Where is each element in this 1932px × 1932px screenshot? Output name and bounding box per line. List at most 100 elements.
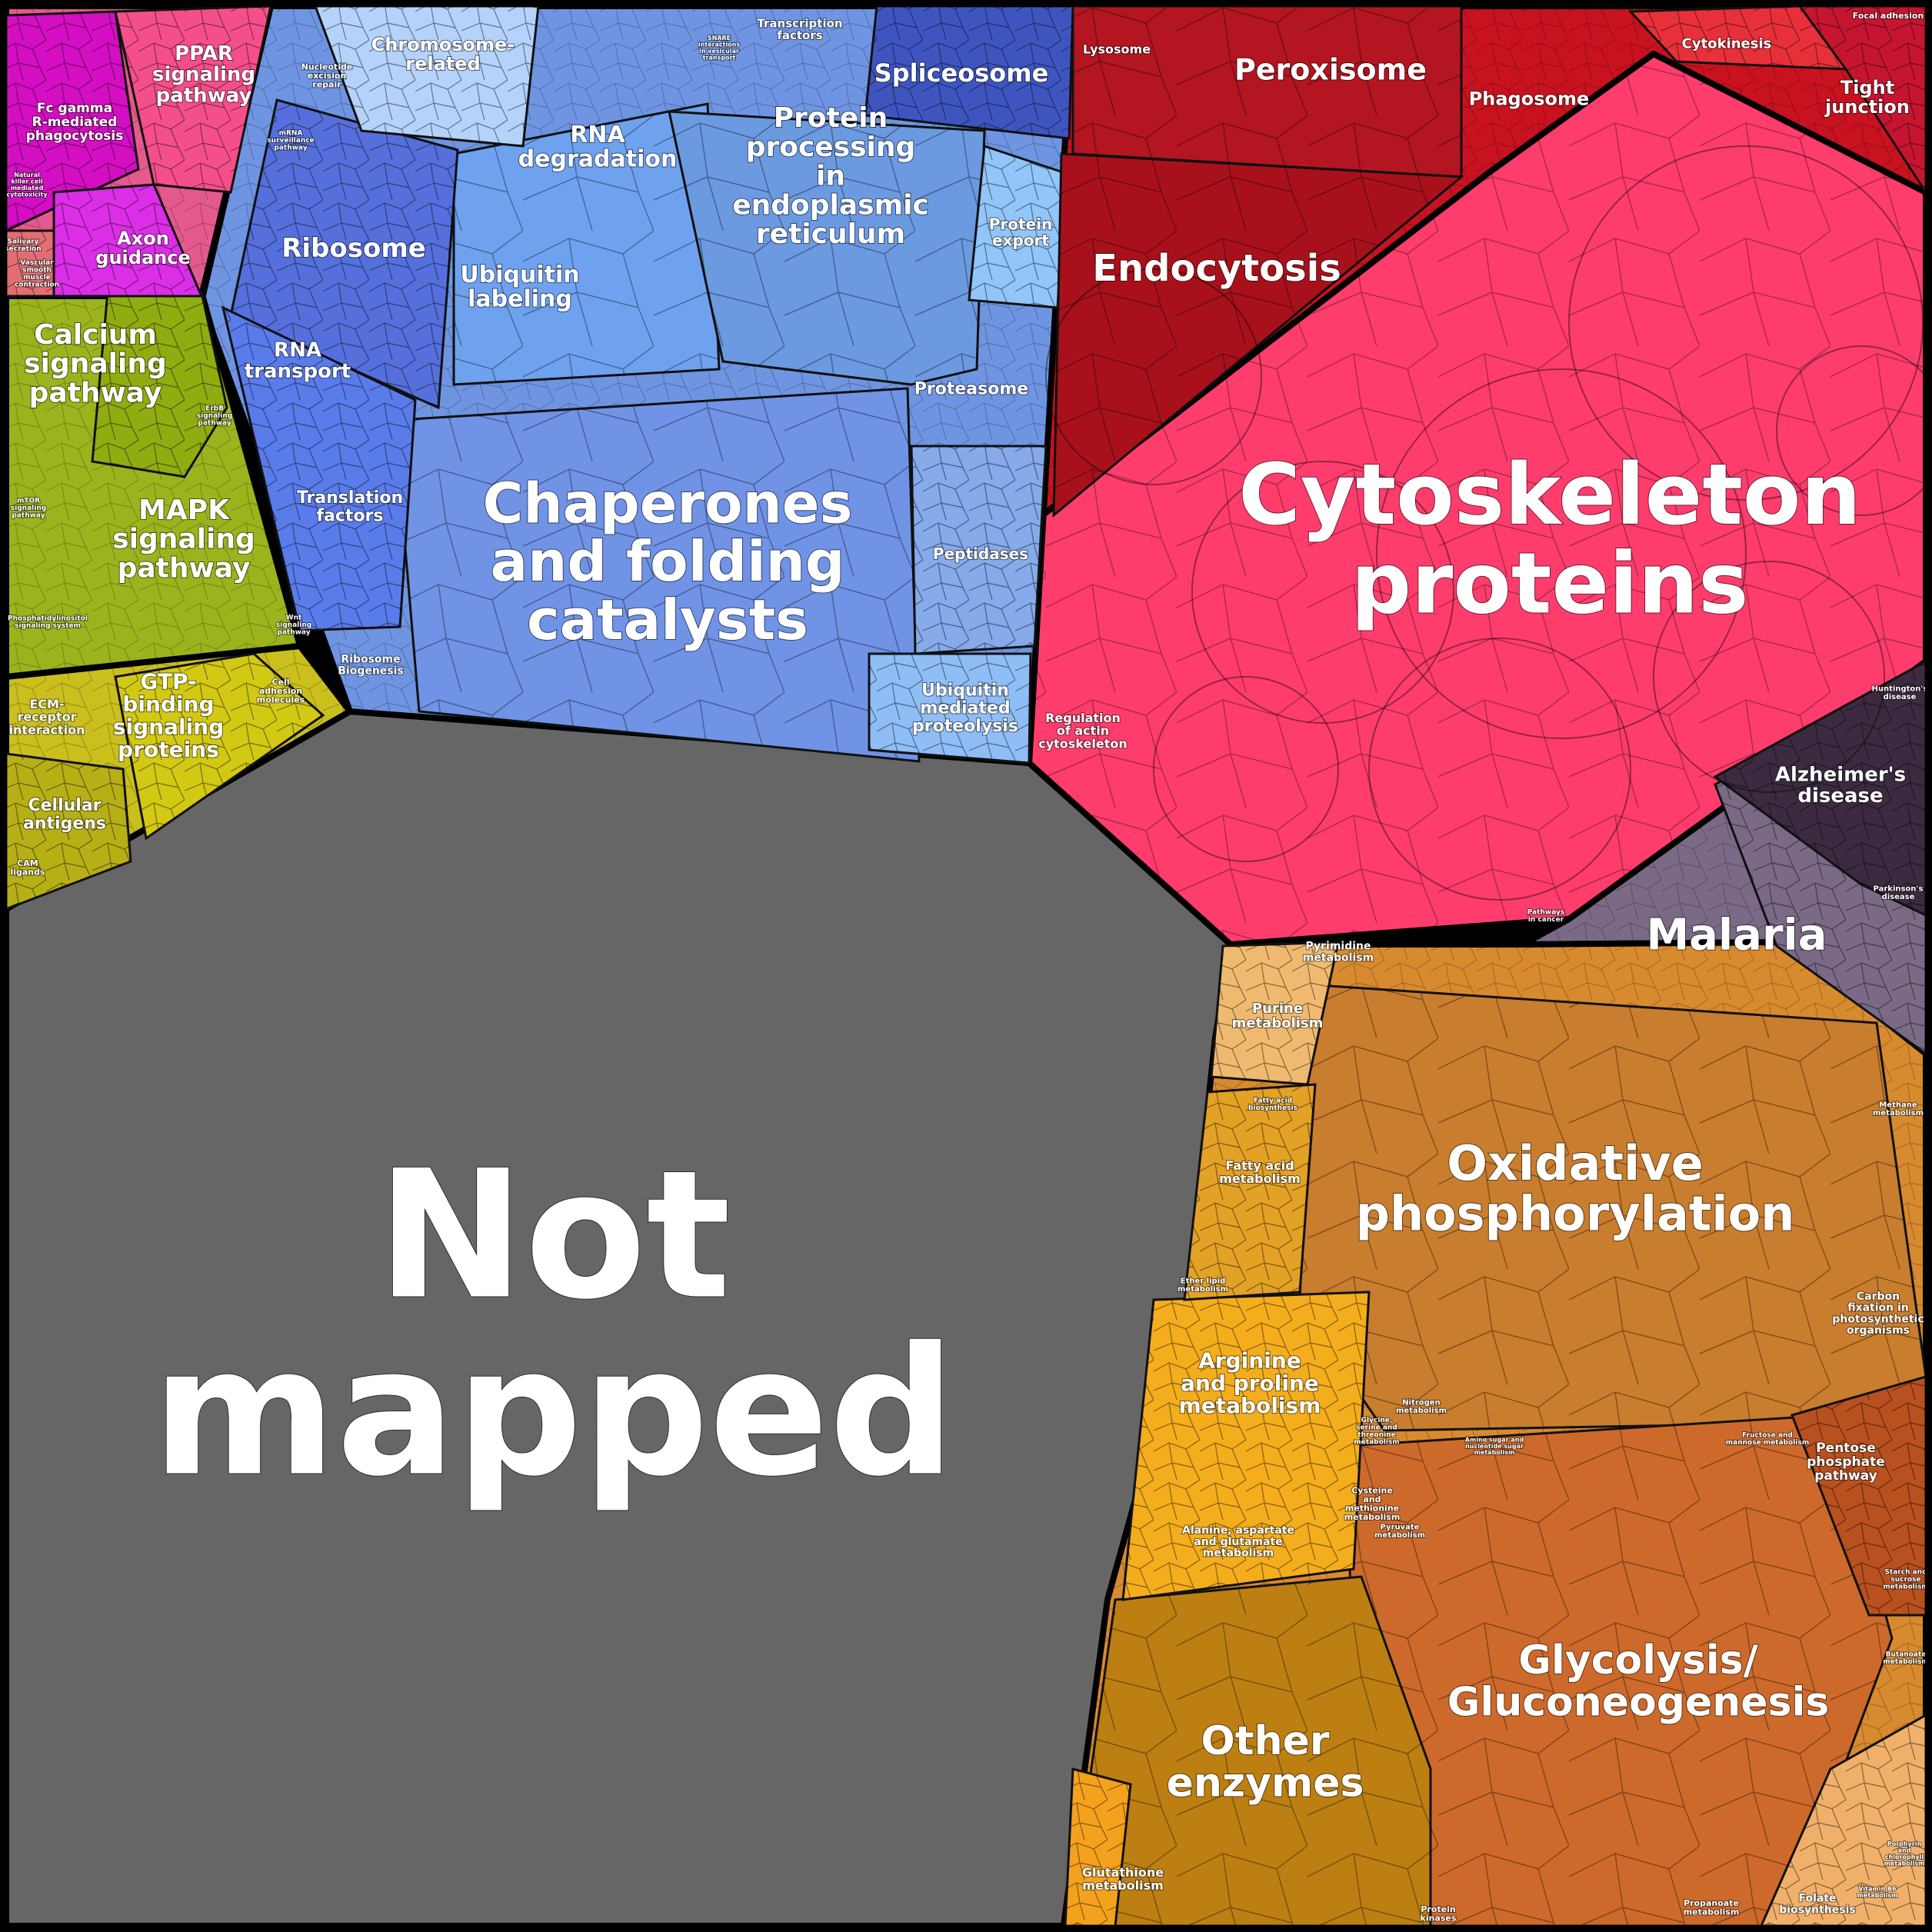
- label-alanine-aspartate: Alanine, aspartate and glutamate metabolis…: [1182, 1524, 1294, 1559]
- label-endocytosis: Endocytosis: [1092, 247, 1341, 290]
- cytoskeleton-cell-6: [1153, 676, 1339, 862]
- label-mapk-signaling: MAPK signaling pathway: [112, 495, 255, 585]
- label-wnt-signaling: Wnt signaling pathway: [276, 615, 311, 637]
- label-lysosome: Lysosome: [1083, 42, 1151, 57]
- label-gtp-binding: GTP-binding signaling proteins: [113, 669, 224, 762]
- label-rna-transport: RNA transport: [245, 338, 351, 382]
- label-butanoate: Butanoate metabolism: [1883, 1651, 1928, 1665]
- sub-region-cells-27: [6, 754, 131, 909]
- label-other-enzymes: Other enzymes: [1167, 1718, 1364, 1807]
- label-chaperones: Chaperones and folding catalysts: [483, 471, 853, 652]
- label-cam-ligands: CAM ligands: [10, 858, 45, 878]
- label-cysteine-methionine: Cysteine and methionine metabolism: [1344, 1486, 1401, 1523]
- sub-region-cells-8: [911, 446, 1046, 654]
- label-not-mapped: Not mapped: [152, 1134, 956, 1516]
- sub-region-cells-13: [1631, 6, 1846, 69]
- label-arginine-proline: Arginine and proline metabolism: [1179, 1347, 1321, 1418]
- label-ether-lipid: Ether lipid metabolism: [1178, 1277, 1228, 1294]
- cytoskeleton-cell-0: [1376, 368, 1747, 739]
- label-snare: SNARE interactions in vesicular transport: [698, 35, 741, 61]
- label-malaria: Malaria: [1646, 911, 1827, 961]
- sub-region-cells-24: [1065, 1769, 1131, 1926]
- label-glycolysis: Glycolysis/Gluconeogenesis: [1447, 1637, 1830, 1726]
- label-protein-processing-er: Protein processing in endoplasmic reticulum: [732, 102, 929, 250]
- label-alzheimers: Alzheimer's disease: [1775, 763, 1906, 807]
- label-propanoate: Propanoate metabolism: [1684, 1898, 1740, 1917]
- sub-region-cells-3: [231, 100, 458, 408]
- label-glycine-serine: Glycine, serine and threonine metabolism: [1354, 1417, 1399, 1446]
- sub-region-cells-7: [969, 146, 1065, 308]
- sub-region-cells-0: [404, 388, 919, 761]
- sub-region-cells-18: [1069, 1577, 1431, 1926]
- label-nucleotide-excision: Nucleotide excision repair: [301, 62, 353, 89]
- sub-region-cells-4: [223, 308, 415, 631]
- label-proteasome: Proteasome: [914, 380, 1028, 399]
- sub-region-cells-20: [1211, 942, 1338, 1084]
- cytoskeleton-cell-3: [1045, 268, 1262, 485]
- label-ubiquitin-proteolysis: Ubiquitin mediated proteolysis: [912, 681, 1018, 736]
- cytoskeleton-cell-1: [1568, 145, 1924, 501]
- sub-region-cells-2: [669, 112, 984, 385]
- label-ribosome-biogenesis: Ribosome Biogenesis: [338, 654, 404, 678]
- label-ecm-receptor: ECM-receptor interaction: [8, 697, 85, 738]
- sub-region-cells-31: [115, 6, 271, 192]
- label-peroxisome: Peroxisome: [1234, 52, 1427, 86]
- sub-region-cells-21: [1184, 1084, 1315, 1300]
- label-protein-export: Protein export: [989, 215, 1052, 250]
- label-nk-cytotoxicity: Natural killer cell mediated cytotoxicity: [6, 172, 48, 198]
- label-parkinsons: Parkinson's disease: [1874, 884, 1924, 901]
- cytoskeleton-cell-4: [1368, 638, 1631, 901]
- sub-region-cells-10: [1073, 6, 1461, 177]
- label-spliceosome: Spliceosome: [874, 58, 1049, 88]
- label-cell-adhesion: Cell adhesion molecules: [257, 677, 305, 705]
- label-tight-junction: Tight junction: [1824, 77, 1910, 118]
- label-mtor-signaling: mTOR signaling pathway: [11, 498, 46, 520]
- sub-region-cells-9: [869, 654, 1031, 763]
- label-pyrimidine-metabolism: Pyrimidine metabolism: [1303, 941, 1374, 964]
- label-vitamin-b6: Vitamin B6 metabolism: [1857, 1886, 1898, 1899]
- label-phosphatidylinositol: Phosphatidylinositol signaling system: [8, 615, 88, 629]
- label-fatty-acid-biosynthesis: Fatty acid biosynthesis: [1248, 1097, 1297, 1111]
- sub-region-cells-23: [1761, 1715, 1926, 1926]
- sub-region-cells-16: [1300, 984, 1926, 1431]
- label-ppar: PPAR signaling pathway: [152, 42, 255, 108]
- sub-region-cells-6: [315, 6, 538, 146]
- label-oxphos: Oxidative phosphorylation: [1356, 1135, 1795, 1241]
- sub-region-cells-28: [6, 12, 138, 231]
- label-chromosome-related: Chromosome-related: [371, 34, 515, 75]
- label-cellular-antigens: Cellular antigens: [23, 796, 106, 833]
- sub-region-cells-25: [92, 292, 227, 477]
- label-cytoskeleton: Cytoskeleton proteins: [1238, 445, 1861, 633]
- sub-region-cells-1: [454, 104, 719, 385]
- region-cells-signaling: [6, 292, 300, 677]
- label-calcium-signaling: Calcium signaling pathway: [24, 319, 167, 409]
- label-erbb-signaling: ErbB signaling pathway: [197, 405, 232, 428]
- cytoskeleton-cell-7: [1776, 345, 1932, 516]
- label-axon-guidance: Axon guidance: [95, 228, 190, 268]
- sub-region-cells-11: [1054, 154, 1461, 515]
- label-porphyrin: Porphyrin and chlorophyll metabolism: [1884, 1840, 1925, 1867]
- label-starch-sucrose: Starch and sucrose metabolism: [1883, 1569, 1928, 1591]
- label-phagosome: Phagosome: [1469, 88, 1590, 109]
- sub-region-cells-22: [1792, 1377, 1926, 1615]
- sub-region-cells-5: [865, 6, 1073, 138]
- label-fc-gamma: Fc gamma R-mediated phagocytosis: [26, 101, 124, 144]
- sub-region-cells-30: [6, 231, 54, 296]
- label-fatty-acid-metabolism: Fatty acid metabolism: [1219, 1158, 1301, 1186]
- label-protein-kinases: Protein kinases: [1421, 1904, 1457, 1924]
- label-translation-factors: Translation factors: [297, 488, 403, 525]
- sub-region-cells-15: [1715, 661, 1926, 915]
- label-rna-degradation: RNA degradation: [518, 122, 678, 173]
- label-salivary-secretion: Salivary secretion: [5, 238, 41, 252]
- sub-region-cells-29: [54, 185, 202, 296]
- cytoskeleton-cell-2: [1191, 461, 1454, 724]
- label-transcription-factors: Transcription factors: [757, 16, 842, 42]
- label-amino-sugar: Amino sugar and nucleotide sugar metabolis…: [1465, 1436, 1524, 1456]
- region-cells-cytoskeleton: [1029, 54, 1926, 944]
- label-pathways-in-cancer: Pathways in cancer: [1527, 908, 1564, 923]
- label-regulation-actin: Regulation of actin cytoskeleton: [1038, 711, 1128, 751]
- label-mrna-surveillance: mRNA surveillance pathway: [267, 130, 314, 152]
- sub-region-cells-26: [115, 654, 323, 838]
